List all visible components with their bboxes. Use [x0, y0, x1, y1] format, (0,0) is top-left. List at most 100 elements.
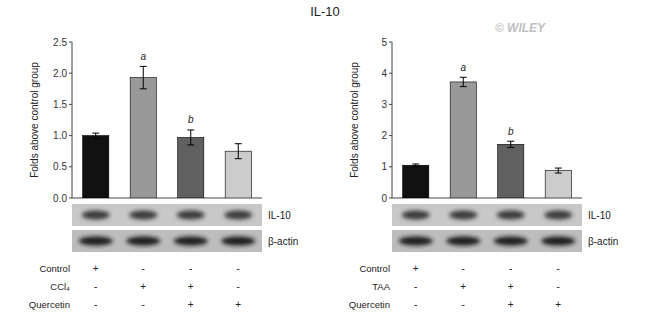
y-tick-label: 0.0	[53, 193, 67, 204]
row-value: -	[189, 263, 192, 274]
error-bar	[235, 144, 242, 159]
y-axis-label: Folds above control group	[29, 62, 40, 178]
blot-band	[224, 211, 252, 220]
blot-label: IL-10	[588, 210, 611, 221]
row-value: +	[235, 299, 241, 310]
y-tick-label: 2	[381, 130, 387, 141]
error-bar	[555, 168, 562, 173]
row-value: -	[462, 263, 465, 274]
blot-background	[392, 230, 582, 252]
condition-table: Control+---CCl₄-++-Quercetin--++	[29, 263, 242, 310]
row-value: -	[237, 263, 240, 274]
bar	[545, 171, 571, 198]
blot-strip	[392, 230, 582, 252]
row-value: -	[142, 299, 145, 310]
row-value: +	[555, 299, 561, 310]
error-cap	[92, 138, 99, 139]
row-value: +	[413, 263, 419, 274]
error-cap	[140, 88, 147, 89]
blot-band	[399, 237, 433, 246]
y-axis: 012345	[381, 37, 582, 204]
row-value: -	[414, 281, 417, 292]
error-cap	[92, 133, 99, 134]
bar	[130, 78, 156, 198]
blot-band	[82, 211, 110, 220]
row-value: +	[508, 281, 514, 292]
y-axis-label: Folds above control group	[349, 62, 360, 178]
row-value: -	[94, 281, 97, 292]
error-cap	[140, 66, 147, 67]
significance-label: a	[140, 51, 146, 62]
blot-strip	[72, 230, 262, 252]
blot-band	[544, 211, 572, 220]
y-tick-label: 2.0	[53, 68, 67, 79]
error-bar	[460, 77, 467, 86]
row-value: +	[460, 281, 466, 292]
error-bar	[92, 133, 99, 138]
row-label: Quercetin	[29, 299, 70, 310]
error-cap	[235, 158, 242, 159]
error-stem	[190, 130, 191, 145]
error-cap	[235, 143, 242, 144]
blot-label: IL-10	[268, 210, 291, 221]
blot-band	[221, 237, 255, 246]
error-stem	[95, 133, 96, 138]
blot-band	[129, 211, 157, 220]
y-tick-label: 4	[381, 68, 387, 79]
blot-background	[72, 230, 262, 252]
error-cap	[555, 173, 562, 174]
row-label: Control	[359, 263, 390, 274]
significance-label: b	[188, 114, 194, 125]
row-value: -	[142, 263, 145, 274]
blot-band	[79, 237, 113, 246]
error-stem	[463, 77, 464, 86]
y-tick-label: 5	[381, 37, 387, 48]
blot-label: β-actin	[588, 236, 618, 247]
blot-strip	[72, 204, 262, 226]
y-tick-label: 0.5	[53, 161, 67, 172]
panel: 012345Folds above control groupabIL-10β-…	[349, 37, 618, 310]
blot-band	[541, 237, 575, 246]
y-tick-label: 3	[381, 99, 387, 110]
y-tick-label: 0	[381, 193, 387, 204]
bar	[450, 82, 476, 198]
y-axis: 0.0 0.5 1.0 1.5 2.0 2.5	[53, 37, 262, 204]
y-axis-line	[392, 42, 393, 198]
blot-band	[494, 237, 528, 246]
y-tick-label: 1.5	[53, 99, 67, 110]
error-stem	[510, 141, 511, 147]
error-cap	[507, 141, 514, 142]
row-value: +	[188, 281, 194, 292]
y-axis-line	[72, 42, 73, 198]
bar	[225, 151, 251, 198]
row-label: CCl₄	[50, 281, 70, 292]
title: IL-10	[310, 4, 340, 19]
panel: 0.0 0.5 1.0 1.5 2.0 2.5 Folds above control gr…	[29, 37, 298, 310]
row-label: Quercetin	[349, 299, 390, 310]
blot-label: β-actin	[268, 236, 298, 247]
error-cap	[460, 77, 467, 78]
y-tick-label: 2.5	[53, 37, 67, 48]
error-cap	[555, 168, 562, 169]
error-bar	[140, 66, 147, 88]
row-value: +	[140, 281, 146, 292]
condition-table: Control+---TAA-++-Quercetin--++	[349, 263, 562, 310]
y-tick-label: 1.0	[53, 130, 67, 141]
row-value: -	[557, 281, 560, 292]
error-cap	[187, 144, 194, 145]
row-value: +	[508, 299, 514, 310]
bars	[83, 66, 252, 198]
error-stem	[558, 168, 559, 173]
error-cap	[187, 129, 194, 130]
bar	[178, 137, 204, 198]
blot-strip	[392, 204, 582, 226]
row-value: -	[509, 263, 512, 274]
annotation: © WILEY	[495, 21, 546, 35]
row-value: -	[462, 299, 465, 310]
blot-band	[177, 211, 205, 220]
error-stem	[238, 144, 239, 159]
blot-background	[72, 204, 262, 226]
error-bar	[507, 141, 514, 147]
blot-band	[446, 237, 480, 246]
significance-label: b	[508, 126, 514, 137]
